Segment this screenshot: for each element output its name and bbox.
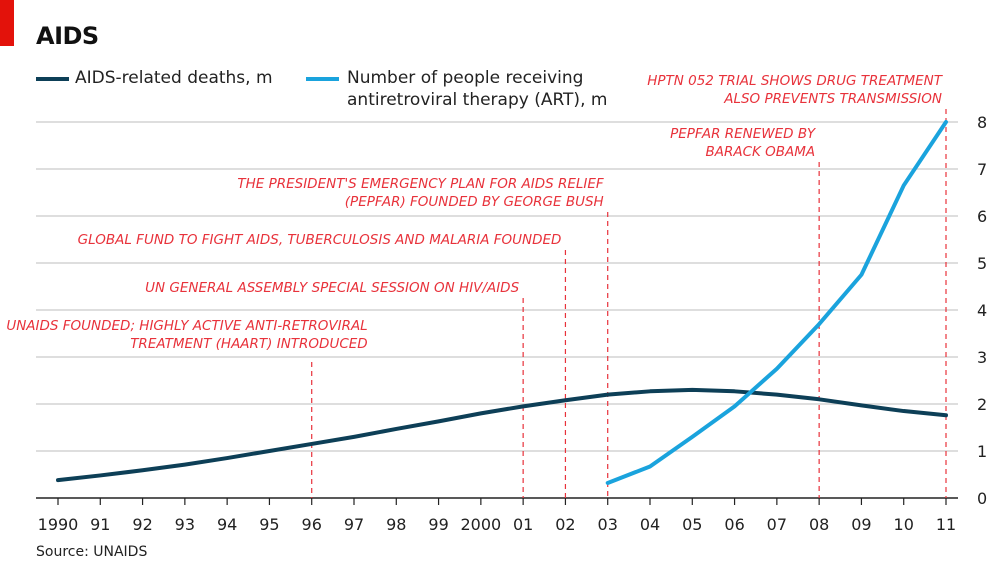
x-tick-label: 07	[767, 515, 787, 534]
y-tick-label: 4	[977, 301, 987, 320]
x-tick-label: 06	[724, 515, 744, 534]
x-tick-label: 05	[682, 515, 702, 534]
x-tick-label: 2000	[460, 515, 501, 534]
x-tick-label: 03	[598, 515, 618, 534]
x-tick-label: 97	[344, 515, 364, 534]
x-tick-label: 10	[894, 515, 914, 534]
x-tick-label: 99	[428, 515, 448, 534]
chart-title: AIDS	[36, 22, 99, 50]
annotation-text: UNAIDS FOUNDED; HIGHLY ACTIVE ANTI-RETRO…	[6, 318, 367, 334]
y-tick-label: 2	[977, 395, 987, 414]
x-tick-label: 08	[809, 515, 829, 534]
x-tick-label: 91	[90, 515, 110, 534]
brand-tab	[0, 0, 14, 46]
y-tick-label: 0	[977, 489, 987, 508]
y-tick-label: 3	[977, 348, 987, 367]
annotation-text: PEPFAR RENEWED BY	[670, 126, 817, 142]
legend-swatch-art	[306, 77, 339, 81]
x-tick-label: 96	[302, 515, 322, 534]
annotation-text: ALSO PREVENTS TRANSMISSION	[723, 91, 942, 107]
x-tick-label: 11	[936, 515, 956, 534]
x-tick-label: 94	[217, 515, 237, 534]
x-tick-label: 92	[132, 515, 152, 534]
series-line-deaths	[56, 387, 948, 483]
x-tick-label: 04	[640, 515, 660, 534]
x-tick-label: 01	[513, 515, 533, 534]
y-tick-label: 5	[977, 254, 987, 273]
x-tick-label: 09	[851, 515, 871, 534]
legend-label-deaths: AIDS-related deaths, m	[75, 68, 273, 88]
x-tick-label: 93	[175, 515, 195, 534]
y-tick-label: 6	[977, 207, 987, 226]
annotation-text: BARACK OBAMA	[705, 144, 815, 160]
legend-swatch-deaths	[36, 77, 69, 81]
annotation-text: TREATMENT (HAART) INTRODUCED	[130, 336, 368, 352]
x-tick-label: 02	[555, 515, 575, 534]
y-tick-label: 8	[977, 113, 987, 132]
annotation-text: UN GENERAL ASSEMBLY SPECIAL SESSION ON H…	[145, 280, 519, 296]
x-tick-label: 98	[386, 515, 406, 534]
series-line-art	[605, 120, 948, 485]
annotation-text: (PEPFAR) FOUNDED BY GEORGE BUSH	[345, 194, 604, 210]
y-tick-label: 1	[977, 442, 987, 461]
annotation-text: GLOBAL FUND TO FIGHT AIDS, TUBERCULOSIS …	[78, 232, 562, 248]
legend-label-art: Number of people receiving antiretrovira…	[347, 68, 608, 110]
x-tick-label: 1990	[38, 515, 79, 534]
annotation-text: THE PRESIDENT'S EMERGENCY PLAN FOR AIDS …	[237, 176, 604, 192]
annotation-text: HPTN 052 TRIAL SHOWS DRUG TREATMENT	[647, 73, 944, 89]
x-tick-label: 95	[259, 515, 279, 534]
source-note: Source: UNAIDS	[36, 544, 148, 560]
y-tick-label: 7	[977, 160, 987, 179]
